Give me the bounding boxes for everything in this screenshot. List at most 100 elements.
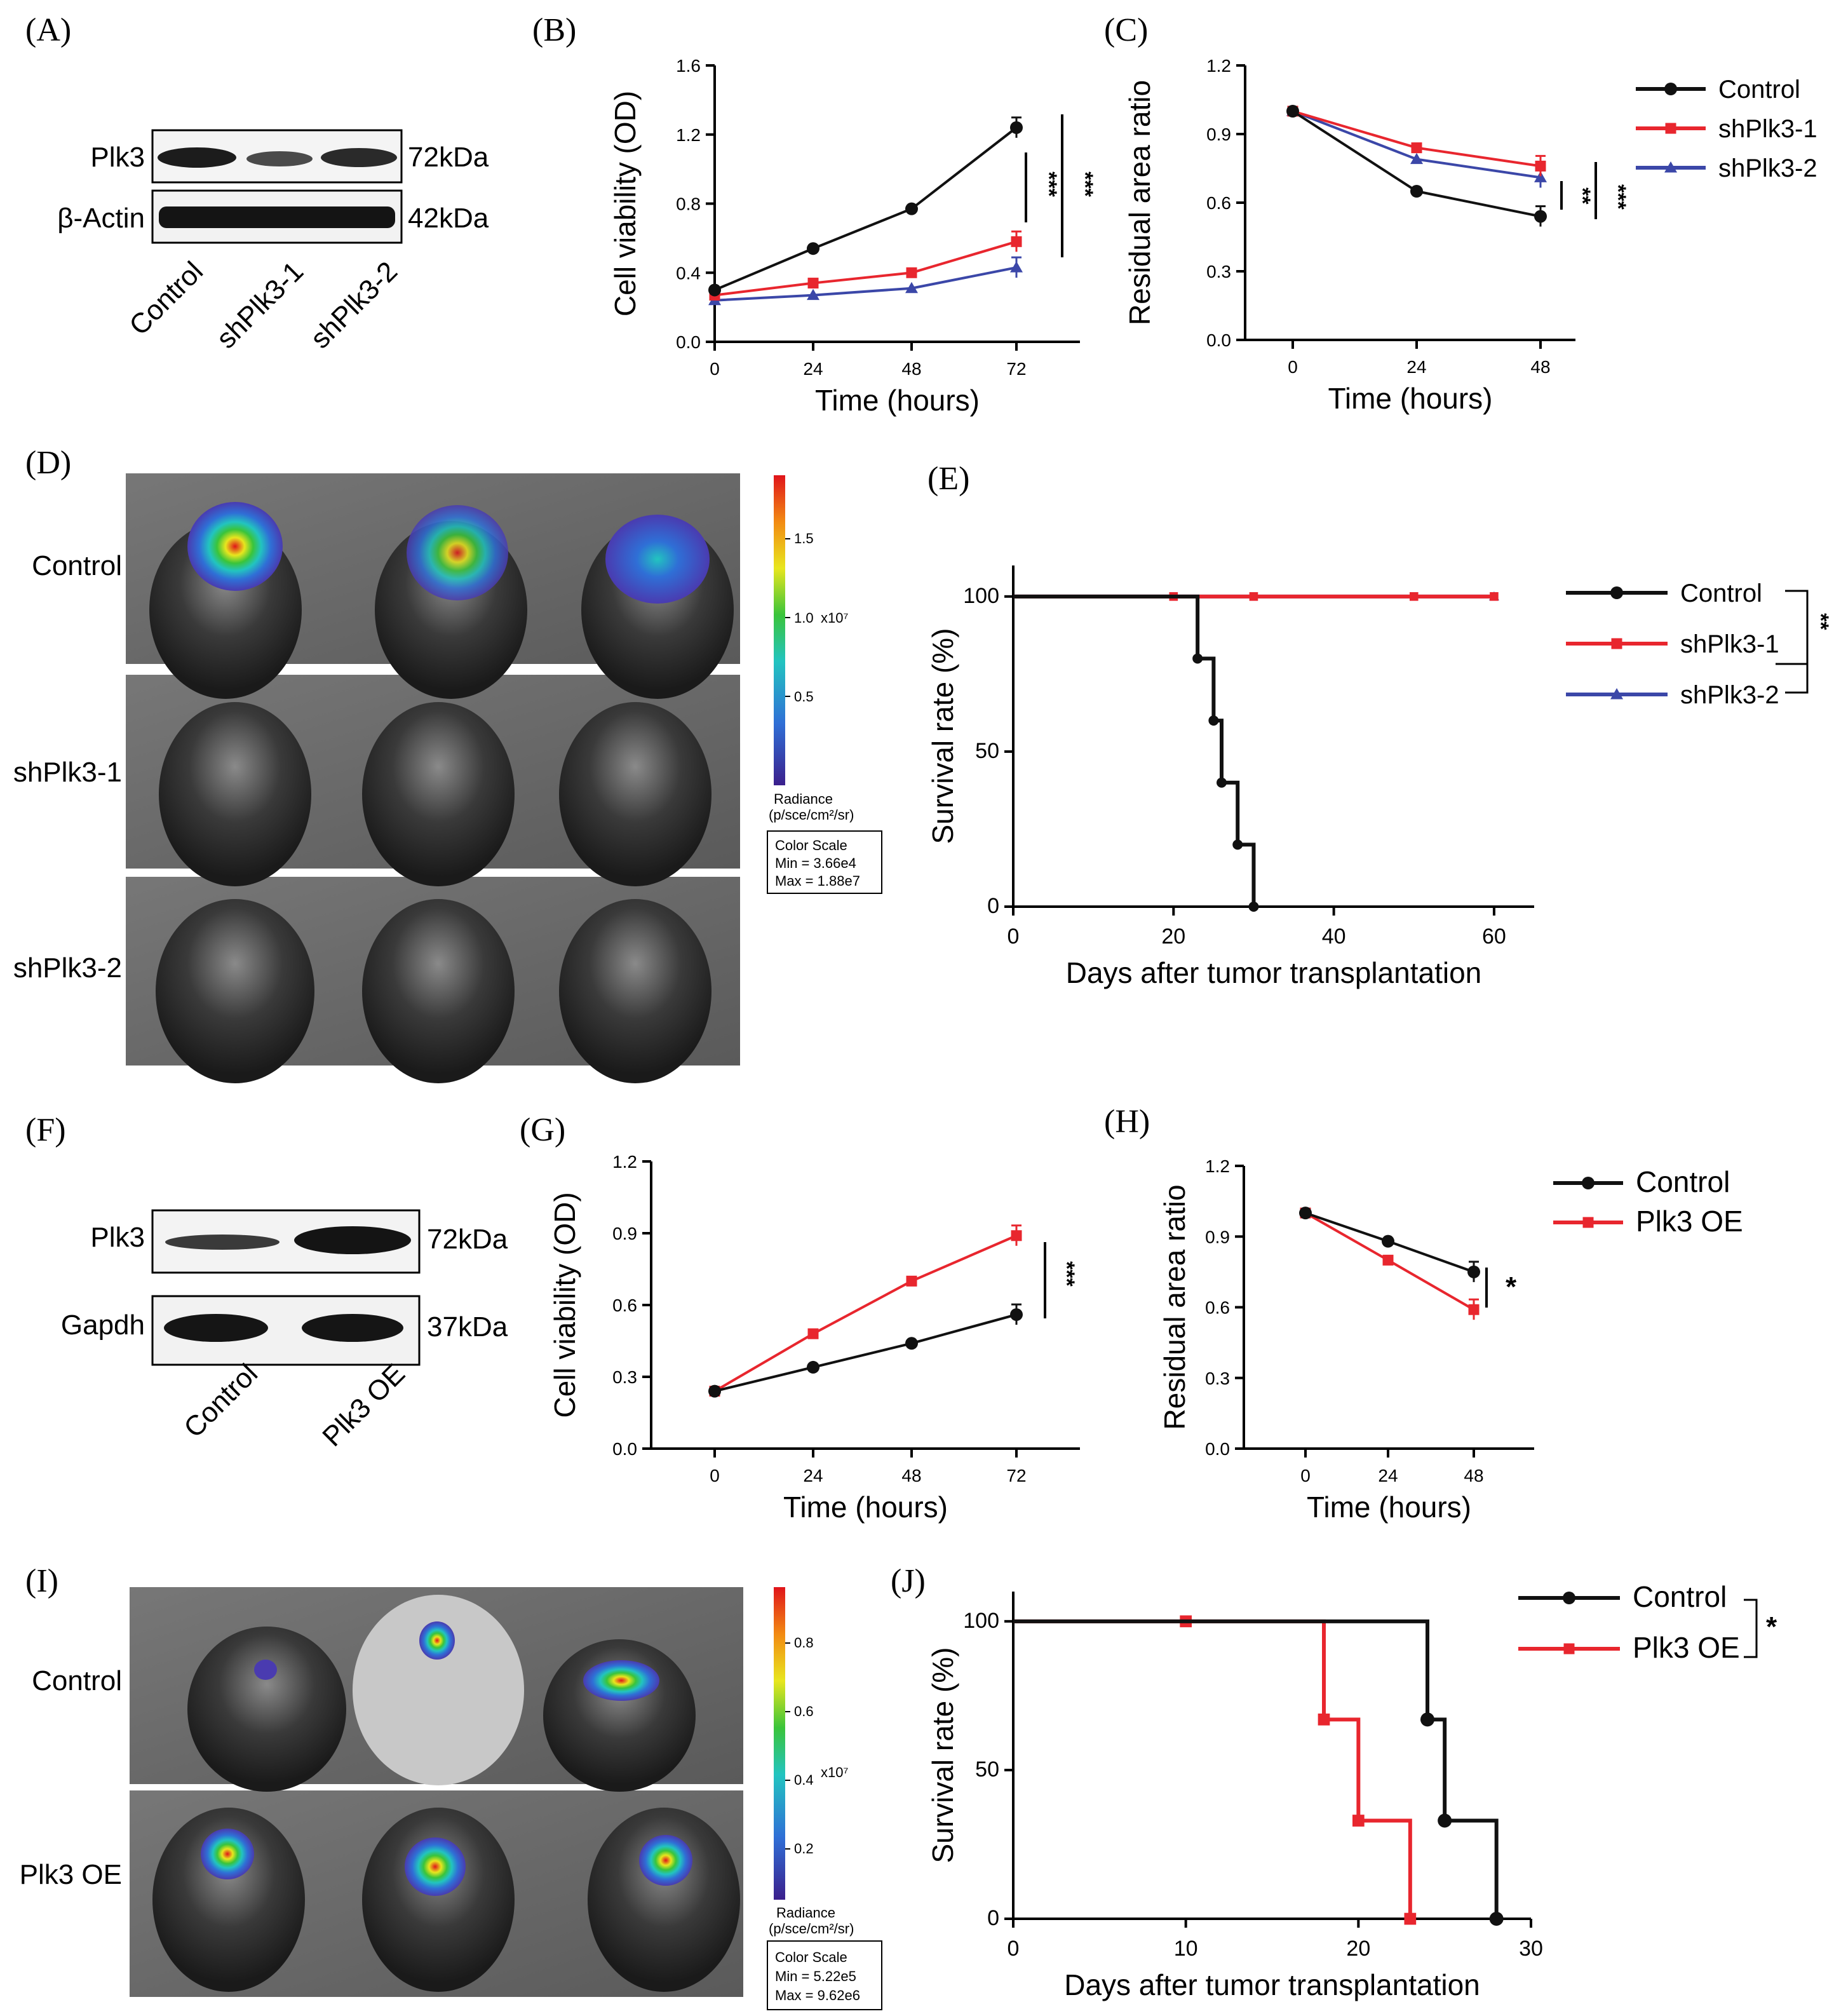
chart-b: (B) 0.0 0.4 0.8 1.2 1.6 0 24 48 72 Time (hours) Cel… xyxy=(532,12,1097,417)
x-tick-label: 72 xyxy=(1006,359,1026,379)
chart-j: (J) 0 50 100 0 10 20 30 Days after tumor transpl… xyxy=(891,1563,1777,2001)
legend-item: shPlk3-1 xyxy=(1566,630,1779,658)
luminescence-signal xyxy=(407,505,508,600)
data-point xyxy=(807,1328,819,1339)
data-point xyxy=(1404,1912,1417,1925)
survival-line xyxy=(1013,1619,1412,1919)
data-point xyxy=(1232,839,1243,850)
wb-f-band xyxy=(165,1235,280,1250)
mouse xyxy=(588,1808,740,1992)
chart-c: (C) 0.0 0.3 0.6 0.9 1.2 0 24 48 Time (hours) Resid… xyxy=(1104,12,1817,415)
significance-label: *** xyxy=(1073,172,1097,197)
data-point xyxy=(1582,1177,1595,1189)
y-tick-label: 100 xyxy=(963,1609,999,1633)
data-point xyxy=(905,281,918,294)
y-tick-label: 1.2 xyxy=(612,1152,637,1172)
y-tick-label: 0.0 xyxy=(1205,1439,1230,1459)
series-shplk3-2 xyxy=(708,256,1023,306)
x-tick-label: 48 xyxy=(901,359,921,379)
x-tick-label: 24 xyxy=(803,359,823,379)
color-scale-box xyxy=(767,1940,882,2010)
y-tick-label: 0.0 xyxy=(612,1439,637,1459)
color-scale-bar xyxy=(774,1587,785,1900)
series-line xyxy=(714,266,1017,302)
legend-label: Plk3 OE xyxy=(1636,1205,1743,1238)
color-scale-exponent: x10⁷ xyxy=(821,1764,848,1780)
wb-a-row-1-name: Plk3 xyxy=(90,142,145,173)
data-point xyxy=(807,278,819,289)
color-scale-min: Min = 3.66e4 xyxy=(775,855,856,871)
color-scale-tick: 0.8 xyxy=(794,1635,814,1651)
y-tick-label: 0.6 xyxy=(612,1296,637,1315)
y-tick-label: 0.8 xyxy=(676,194,701,214)
significance-label: ** xyxy=(1570,187,1595,205)
legend-label: Plk3 OE xyxy=(1633,1631,1740,1664)
panel-label: (H) xyxy=(1104,1104,1150,1140)
significance-bracket xyxy=(1785,590,1809,694)
data-point xyxy=(1438,1813,1452,1828)
panel-f-label: (F) xyxy=(25,1112,66,1148)
data-point xyxy=(906,267,917,278)
data-point xyxy=(1534,171,1547,182)
wb-f-band xyxy=(164,1314,268,1342)
legend-item: Control xyxy=(1566,579,1762,607)
luminescence-signal xyxy=(201,1829,254,1879)
series-control xyxy=(1299,1207,1480,1282)
mouse xyxy=(156,899,314,1083)
x-tick-label: 0 xyxy=(710,1466,720,1485)
x-tick-label: 0 xyxy=(1288,357,1298,377)
data-point xyxy=(1420,1712,1434,1727)
panel-d: (D) Control shPlk3-1 shPlk3-2 1.5 1.0 x1… xyxy=(13,445,882,1083)
panel-label: (B) xyxy=(532,12,576,48)
survival-line xyxy=(1013,1619,1499,1919)
legend-item: Control xyxy=(1636,76,1800,104)
color-scale-title: Color Scale xyxy=(775,1949,847,1965)
panel-label: (C) xyxy=(1104,12,1148,48)
y-axis-title: Cell viability (OD) xyxy=(548,1192,581,1417)
data-point xyxy=(1410,152,1423,165)
color-scale-exponent: x10⁷ xyxy=(821,610,848,626)
wb-f-band xyxy=(302,1314,403,1342)
series-plk3-oe xyxy=(709,1224,1022,1397)
y-tick-label: 0.6 xyxy=(1206,193,1231,213)
mouse xyxy=(362,899,515,1083)
luminescence-signal xyxy=(419,1621,455,1660)
y-tick-label: 0.3 xyxy=(1205,1369,1230,1388)
significance-bracket xyxy=(1744,1599,1758,1658)
y-tick-label: 1.2 xyxy=(1206,56,1231,76)
luminescence-signal xyxy=(187,502,283,591)
legend-label: shPlk3-2 xyxy=(1718,154,1817,182)
mouse xyxy=(559,899,711,1083)
radiance-label: Radiance xyxy=(774,791,833,807)
data-point xyxy=(1382,1235,1394,1248)
wb-a-band xyxy=(321,148,397,167)
y-tick-label: 0 xyxy=(987,894,999,918)
y-axis-title: Survival rate (%) xyxy=(926,1647,959,1864)
data-point xyxy=(1382,1254,1394,1266)
data-point xyxy=(1011,236,1022,247)
legend-label: Control xyxy=(1680,579,1762,607)
data-point xyxy=(1208,715,1219,726)
wb-f-row-1-name: Plk3 xyxy=(90,1222,145,1253)
legend-label: Control xyxy=(1633,1580,1727,1613)
color-scale-max: Max = 1.88e7 xyxy=(775,873,860,889)
radiance-unit: (p/sce/cm²/sr) xyxy=(769,1921,854,1937)
data-point xyxy=(1664,83,1677,95)
data-point xyxy=(1489,1912,1504,1926)
panel-label: (E) xyxy=(927,461,969,497)
data-point xyxy=(1248,902,1259,912)
chart-h: (H) 0.0 0.3 0.6 0.9 1.2 0 24 48 Time (hours) Resid… xyxy=(1104,1104,1743,1524)
panel-i: (I) Control Plk3 OE 0.8 0.6 0.4 x10⁷ 0.2… xyxy=(20,1563,882,2010)
mouse xyxy=(559,702,711,886)
mouse xyxy=(152,1808,305,1992)
y-axis-title: Residual area ratio xyxy=(1158,1184,1191,1430)
legend-item: Plk3 OE xyxy=(1518,1631,1740,1664)
y-tick-label: 0.9 xyxy=(612,1224,637,1243)
x-tick-label: 24 xyxy=(1406,357,1426,377)
radiance-label: Radiance xyxy=(776,1905,835,1921)
x-axis-title: Days after tumor transplantation xyxy=(1064,1968,1480,2001)
data-point xyxy=(1610,688,1623,700)
y-tick-label: 0.4 xyxy=(676,263,701,283)
panel-a-label: (A) xyxy=(25,12,71,48)
